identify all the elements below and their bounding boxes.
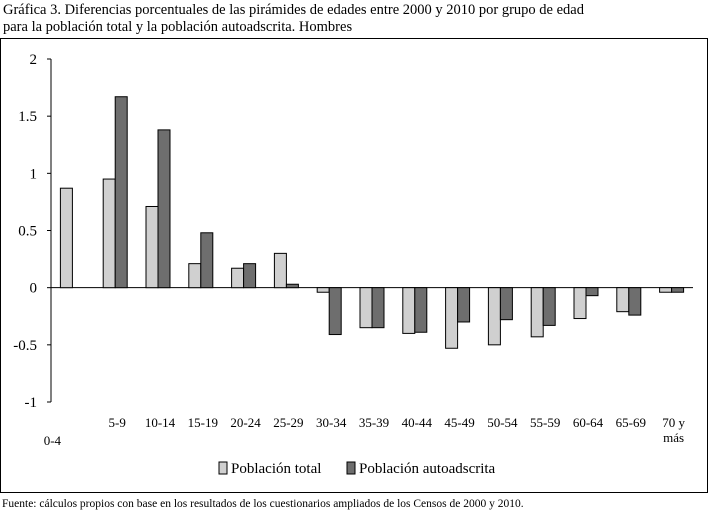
y-tick-label: -0.5 xyxy=(13,338,37,354)
x-tick-label: 20-24 xyxy=(230,415,261,430)
x-tick-label: 55-59 xyxy=(530,415,560,430)
bar-total-45-49 xyxy=(445,287,459,349)
bar-total-0-4 xyxy=(59,187,73,289)
x-tick-label: 30-34 xyxy=(316,415,347,430)
bar-autoadscrita-50-54 xyxy=(499,287,513,321)
bar-autoadscrita-25-29 xyxy=(285,283,299,289)
bar-autoadscrita-40-44 xyxy=(414,287,428,333)
y-tick-label: 0.5 xyxy=(18,224,37,240)
bar-total-65-69 xyxy=(616,287,630,313)
x-tick-label: 65-69 xyxy=(616,415,646,430)
bar-autoadscrita-45-49 xyxy=(457,287,471,323)
source-footnote: Fuente: cálculos propios con base en los… xyxy=(2,498,524,510)
x-tick-label: 35-39 xyxy=(359,415,389,430)
x-tick-label: 60-64 xyxy=(573,415,604,430)
title-line-1: Gráfica 3. Diferencias porcentuales de l… xyxy=(3,2,584,18)
bar-total-35-39 xyxy=(359,287,373,329)
x-tick-label: 50-54 xyxy=(487,415,518,430)
x-tick-label: 45-49 xyxy=(444,415,474,430)
chart-title: Gráfica 3. Diferencias porcentuales de l… xyxy=(3,2,584,36)
y-tick-label: -1 xyxy=(25,395,38,411)
bar-total-20-24 xyxy=(231,267,245,289)
bars xyxy=(59,96,685,349)
x-tick-label: 0-4 xyxy=(44,433,62,448)
x-tick-label: 70 y xyxy=(662,415,685,430)
bar-total-50-54 xyxy=(487,287,501,346)
bar-total-70-y-más xyxy=(659,287,673,293)
x-tick-label: 15-19 xyxy=(188,415,218,430)
bar-autoadscrita-20-24 xyxy=(243,263,257,289)
bar-total-60-64 xyxy=(573,287,587,320)
y-tick-label: 0 xyxy=(30,281,38,297)
bar-autoadscrita-70-y-más xyxy=(671,287,685,293)
bar-total-25-29 xyxy=(273,252,287,289)
bar-autoadscrita-60-64 xyxy=(585,287,599,297)
y-tick-label: 2 xyxy=(30,52,38,68)
bar-total-55-59 xyxy=(530,287,544,338)
bar-autoadscrita-10-14 xyxy=(157,129,171,289)
x-tick-label: 40-44 xyxy=(402,415,433,430)
legend-swatch-total xyxy=(218,461,228,475)
y-tick-label: 1.5 xyxy=(18,109,37,125)
bar-autoadscrita-30-34 xyxy=(328,287,342,336)
bar-total-30-34 xyxy=(316,287,330,293)
chart-frame: 2 1.5 1 0.5 0 -0.5 -1 0-4 5-9 10-14 15-19 20-24 25-2… xyxy=(0,38,708,493)
y-tick-label: 1 xyxy=(30,166,38,182)
title-line-2: para la población total y la población a… xyxy=(3,19,353,35)
bar-autoadscrita-65-69 xyxy=(628,287,642,316)
bar-autoadscrita-15-19 xyxy=(200,232,214,289)
legend-swatch-autoadscrita xyxy=(346,461,356,475)
bar-total-40-44 xyxy=(402,287,416,334)
bar-chart: 2 1.5 1 0.5 0 -0.5 -1 0-4 5-9 10-14 15-19 20-24 25-2… xyxy=(13,52,693,477)
bar-autoadscrita-5-9 xyxy=(114,96,128,289)
x-tick-label: 10-14 xyxy=(145,415,176,430)
x-tick-label: 25-29 xyxy=(273,415,303,430)
legend-label-autoadscrita: Población autoadscrita xyxy=(359,461,496,477)
legend-label-total: Población total xyxy=(231,461,321,477)
bar-total-15-19 xyxy=(188,263,202,289)
legend: Población total Población autoadscrita xyxy=(218,461,496,477)
bar-autoadscrita-35-39 xyxy=(371,287,385,329)
x-tick-label: 5-9 xyxy=(109,415,126,430)
x-tick-label: más xyxy=(663,430,684,445)
bar-autoadscrita-55-59 xyxy=(542,287,556,326)
bar-total-5-9 xyxy=(102,178,116,289)
bar-total-10-14 xyxy=(145,205,159,289)
